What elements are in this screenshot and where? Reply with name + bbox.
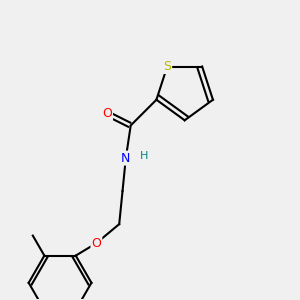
- Text: S: S: [163, 60, 171, 73]
- Text: O: O: [92, 237, 101, 250]
- Text: N: N: [121, 152, 130, 165]
- Text: O: O: [102, 107, 112, 120]
- Text: H: H: [140, 152, 148, 161]
